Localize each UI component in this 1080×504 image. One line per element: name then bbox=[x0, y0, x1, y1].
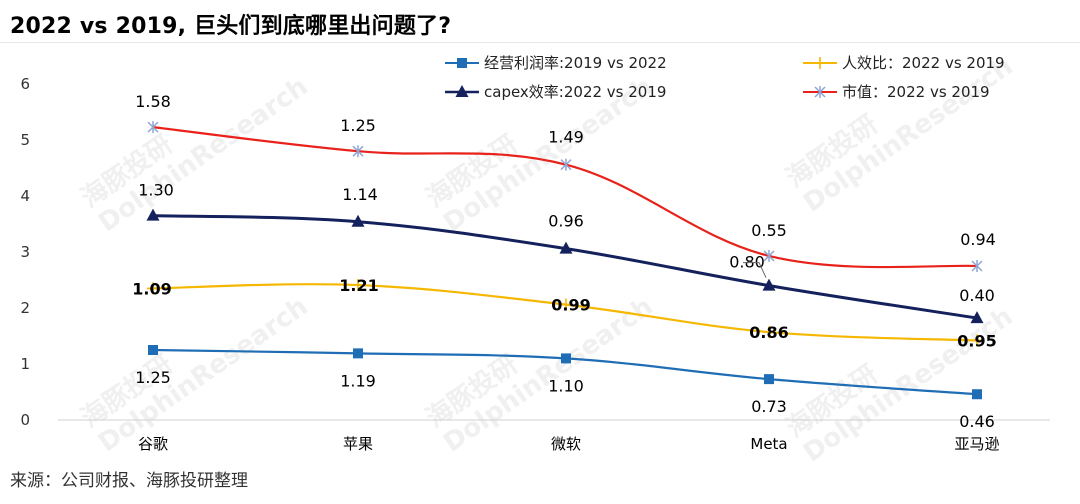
data-point bbox=[561, 353, 571, 364]
data-point bbox=[352, 279, 364, 292]
data-point bbox=[147, 282, 159, 295]
data-point bbox=[972, 389, 982, 400]
data-point bbox=[970, 311, 984, 324]
y-tick-label: 4 bbox=[20, 187, 30, 205]
legend-label: capex效率:2022 vs 2019 bbox=[484, 83, 666, 101]
data-label: 0.73 bbox=[751, 397, 787, 416]
data-label: 1.25 bbox=[340, 116, 376, 135]
data-label: 1.49 bbox=[548, 128, 584, 147]
y-tick-label: 3 bbox=[20, 243, 30, 261]
legend-marker bbox=[455, 85, 469, 97]
data-label: 1.25 bbox=[135, 368, 171, 387]
y-tick-label: 6 bbox=[20, 75, 30, 93]
legend-label: 人效比：2022 vs 2019 bbox=[842, 54, 1005, 72]
data-label: 1.19 bbox=[340, 371, 376, 390]
title-divider bbox=[0, 42, 1080, 43]
data-label: 1.09 bbox=[132, 279, 171, 298]
x-tick-label: 苹果 bbox=[343, 435, 373, 453]
label-leader-line bbox=[743, 262, 767, 278]
data-point bbox=[764, 374, 774, 385]
data-label: 0.46 bbox=[959, 412, 995, 431]
data-label: 0.40 bbox=[959, 286, 995, 305]
data-point bbox=[971, 334, 983, 347]
data-label: 0.95 bbox=[957, 331, 996, 350]
data-point bbox=[971, 260, 983, 272]
data-point bbox=[762, 278, 776, 291]
x-tick-label: 微软 bbox=[551, 435, 581, 453]
x-tick-label: 谷歌 bbox=[138, 435, 168, 453]
data-point bbox=[351, 214, 365, 227]
data-point bbox=[353, 348, 363, 359]
legend-label: 经营利润率:2019 vs 2022 bbox=[484, 54, 667, 72]
data-label: 1.10 bbox=[548, 376, 584, 395]
data-label: 0.86 bbox=[749, 323, 788, 342]
data-point bbox=[146, 208, 160, 221]
data-label: 0.94 bbox=[960, 230, 996, 249]
data-label: 1.30 bbox=[138, 181, 174, 200]
page-title: 2022 vs 2019, 巨头们到底哪里出问题了? bbox=[10, 14, 452, 39]
data-label: 0.99 bbox=[551, 296, 590, 315]
data-point bbox=[560, 158, 572, 171]
data-label: 1.58 bbox=[135, 92, 171, 111]
source-note: 来源：公司财报、海豚投研整理 bbox=[10, 471, 248, 491]
y-tick-label: 2 bbox=[20, 299, 30, 317]
legend-marker bbox=[814, 57, 826, 69]
data-label: 0.96 bbox=[548, 212, 584, 231]
y-tick-label: 0 bbox=[20, 411, 30, 429]
data-label: 1.21 bbox=[339, 276, 378, 295]
legend-label: 市值：2022 vs 2019 bbox=[842, 83, 990, 101]
legend-marker bbox=[814, 86, 826, 98]
data-point bbox=[148, 345, 158, 355]
legend-marker bbox=[457, 58, 467, 68]
data-point bbox=[763, 326, 775, 339]
y-tick-label: 5 bbox=[20, 131, 30, 149]
data-point bbox=[763, 249, 775, 262]
x-tick-label: 亚马逊 bbox=[954, 435, 999, 453]
y-tick-label: 1 bbox=[20, 355, 30, 373]
data-label: 0.55 bbox=[751, 221, 787, 240]
x-tick-label: Meta bbox=[750, 435, 787, 453]
data-point bbox=[560, 298, 572, 311]
data-point bbox=[352, 145, 364, 158]
data-point bbox=[559, 241, 573, 254]
data-label: 1.14 bbox=[342, 185, 378, 204]
data-point bbox=[147, 121, 159, 134]
